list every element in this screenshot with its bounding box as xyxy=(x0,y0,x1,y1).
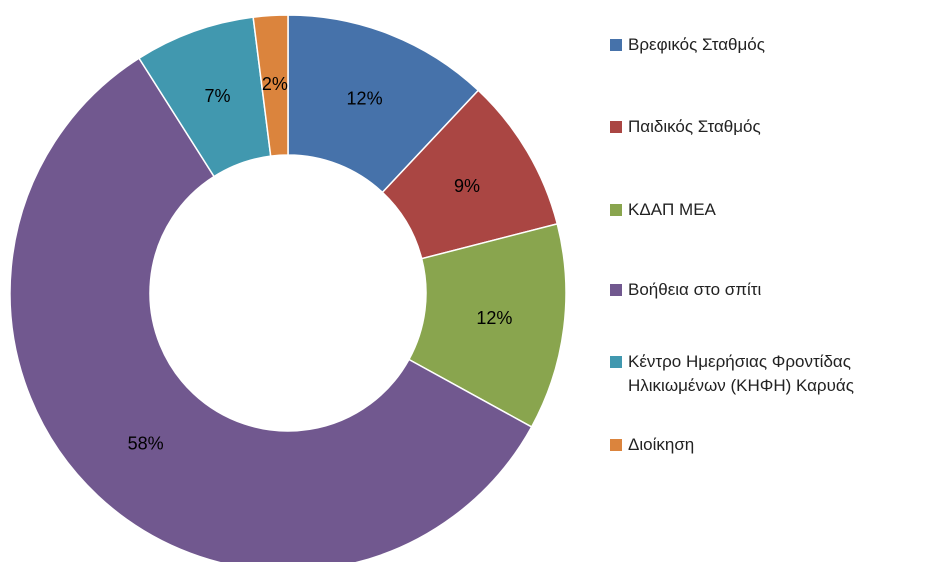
legend-label: Διοίκηση xyxy=(628,435,695,454)
data-label: 2% xyxy=(262,74,288,94)
legend-label: Παιδικός Σταθμός xyxy=(628,117,761,136)
data-label: 7% xyxy=(205,86,231,106)
legend-swatch xyxy=(610,39,622,51)
legend-swatch xyxy=(610,121,622,133)
data-label: 12% xyxy=(476,308,512,328)
legend-item: Βοήθεια στο σπίτι xyxy=(610,278,950,302)
legend-item: Διοίκηση xyxy=(610,433,950,457)
legend-item: Παιδικός Σταθμός xyxy=(610,115,950,139)
donut-slice xyxy=(252,14,289,157)
legend-swatch xyxy=(610,439,622,451)
legend-swatch xyxy=(610,204,622,216)
legend-item: ΚΔΑΠ ΜΕΑ xyxy=(610,198,950,222)
legend-label: Κέντρο Ημερήσιας Φροντίδας Ηλικιωμένων (… xyxy=(628,352,854,395)
data-label: 12% xyxy=(347,88,383,108)
legend-item: Κέντρο Ημερήσιας Φροντίδας Ηλικιωμένων (… xyxy=(610,350,950,398)
legend-label: Βοήθεια στο σπίτι xyxy=(628,280,762,299)
legend-swatch xyxy=(610,284,622,296)
data-label: 9% xyxy=(454,176,480,196)
data-label: 58% xyxy=(128,433,164,453)
donut-slice xyxy=(407,222,567,428)
donut-slice xyxy=(9,57,533,562)
legend-item: Βρεφικός Σταθμός xyxy=(610,33,950,57)
legend-label: ΚΔΑΠ ΜΕΑ xyxy=(628,200,716,219)
donut-slice xyxy=(287,14,480,194)
legend-label: Βρεφικός Σταθμός xyxy=(628,35,765,54)
legend-swatch xyxy=(610,356,622,368)
